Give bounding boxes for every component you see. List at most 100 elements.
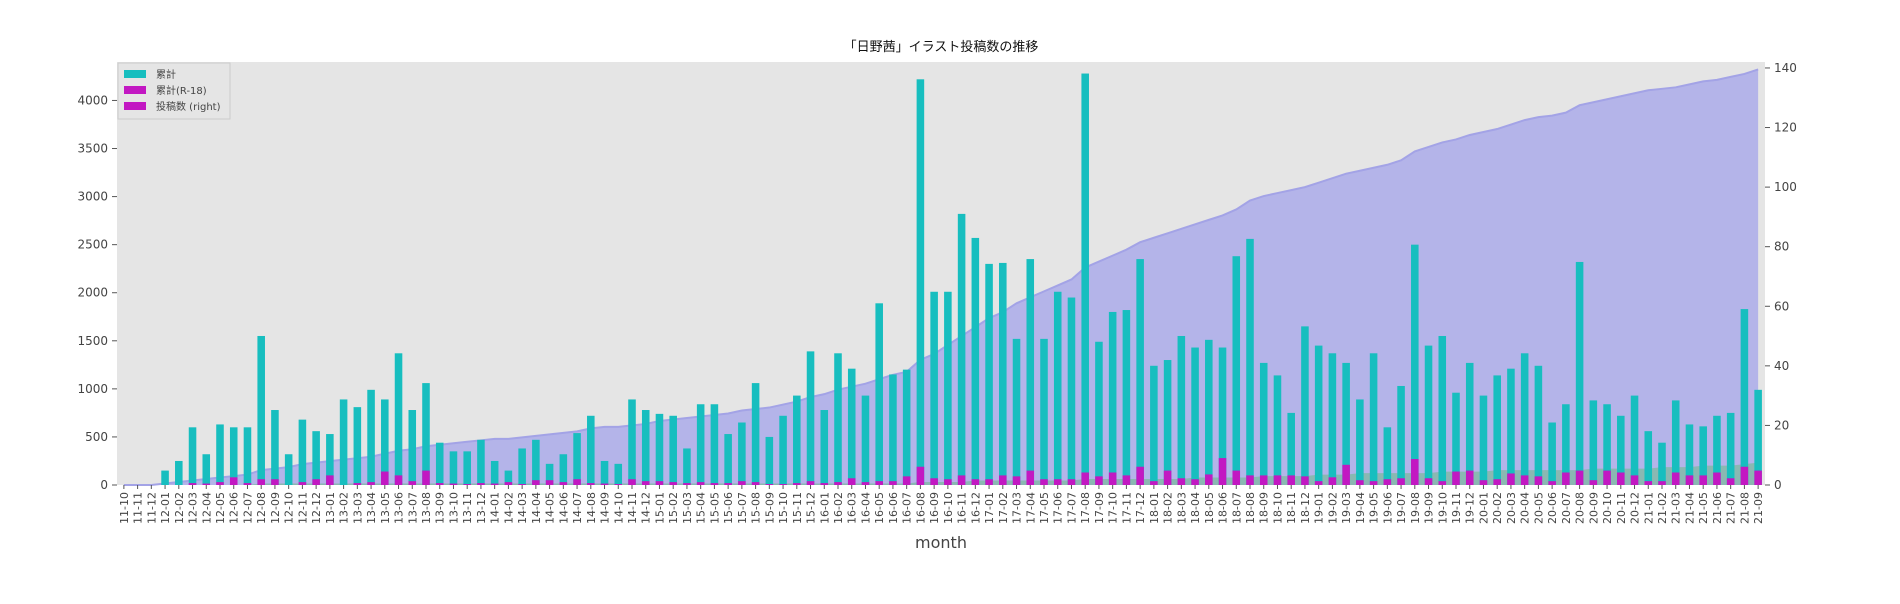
xtick-label: 17-05 — [1038, 492, 1051, 524]
xtick-label: 13-01 — [324, 492, 337, 524]
bar-total-21-04 — [1685, 424, 1694, 485]
bar-total-21-03 — [1671, 400, 1680, 485]
bar-r18-17-07 — [1067, 479, 1076, 485]
xtick-label: 19-09 — [1423, 492, 1436, 524]
xtick-label: 18-09 — [1258, 492, 1271, 524]
bar-r18-21-04 — [1685, 475, 1694, 485]
bar-r18-16-09 — [930, 478, 938, 485]
bar-total-16-05 — [875, 303, 883, 485]
bar-r18-13-07 — [408, 481, 417, 485]
bar-total-21-02 — [1658, 442, 1666, 485]
legend-label-posts: 投稿数 (right) — [156, 100, 221, 113]
bar-total-14-02 — [504, 470, 513, 485]
bar-total-20-09 — [1589, 400, 1598, 485]
xtick-label: 20-10 — [1601, 492, 1614, 524]
xtick-label: 19-02 — [1326, 492, 1339, 524]
bar-r18-13-10 — [449, 483, 458, 485]
bar-r18-14-04 — [532, 480, 540, 485]
xtick-label: 19-07 — [1395, 492, 1408, 524]
bar-r18-20-08 — [1575, 470, 1584, 485]
bar-total-14-11 — [628, 399, 636, 485]
bar-r18-17-01 — [985, 479, 993, 485]
xtick-label: 16-12 — [969, 492, 982, 524]
xtick-label: 18-01 — [1148, 492, 1161, 524]
bar-total-20-08 — [1575, 261, 1584, 485]
bar-total-14-09 — [600, 460, 609, 485]
bar-total-16-10 — [944, 291, 952, 485]
bar-r18-16-08 — [916, 466, 925, 485]
xtick-label: 15-02 — [667, 492, 680, 524]
bar-r18-19-09 — [1424, 478, 1433, 485]
bar-total-16-09 — [930, 291, 938, 485]
bar-total-21-07 — [1726, 412, 1735, 485]
xtick-label: 11-10 — [118, 492, 131, 524]
bar-r18-14-07 — [573, 479, 581, 485]
bar-r18-15-01 — [655, 481, 664, 485]
bar-total-16-07 — [902, 369, 911, 485]
bar-total-20-01 — [1479, 395, 1488, 485]
bar-r18-12-05 — [216, 482, 224, 485]
xtick-label: 21-05 — [1697, 492, 1710, 524]
xtick-label: 12-06 — [228, 492, 241, 524]
bar-r18-13-12 — [477, 483, 485, 485]
bar-total-19-07 — [1397, 385, 1405, 485]
bar-r18-12-11 — [298, 482, 307, 485]
xtick-label: 20-12 — [1629, 492, 1642, 524]
xtick-label: 17-08 — [1079, 492, 1092, 524]
xtick-label: 19-06 — [1381, 492, 1394, 524]
bar-r18-12-06 — [229, 477, 238, 485]
bar-r18-14-02 — [504, 482, 513, 485]
xtick-label: 20-06 — [1546, 492, 1559, 524]
bar-total-21-08 — [1740, 309, 1749, 485]
bar-r18-18-06 — [1218, 458, 1227, 485]
x-axis-label: month — [915, 533, 967, 552]
xtick-label: 20-04 — [1519, 492, 1532, 524]
y-axis-right: 0 20 40 60 80 100 120 140 — [1765, 61, 1797, 492]
bar-r18-15-08 — [751, 482, 760, 485]
xtick-label: 13-06 — [393, 492, 406, 524]
bar-r18-20-11 — [1617, 472, 1625, 485]
bar-r18-15-11 — [793, 483, 801, 485]
bar-r18-14-12 — [641, 481, 650, 485]
xtick-label: 11-12 — [145, 492, 158, 524]
bar-total-20-04 — [1520, 353, 1529, 485]
xtick-label: 18-06 — [1217, 492, 1230, 524]
bar-r18-12-04 — [202, 483, 211, 485]
bar-total-14-06 — [559, 454, 568, 485]
xtick-label: 12-07 — [241, 492, 254, 524]
xtick-label: 16-04 — [859, 492, 872, 524]
xtick-label: 19-03 — [1340, 492, 1353, 524]
bar-total-15-06 — [724, 434, 732, 485]
xtick-label: 14-05 — [544, 492, 557, 524]
xtick-label: 14-08 — [585, 492, 598, 524]
bar-total-14-12 — [641, 410, 650, 485]
xtick-label: 17-12 — [1134, 492, 1147, 524]
bar-r18-16-11 — [957, 475, 966, 485]
bar-total-12-08 — [257, 335, 265, 485]
bar-r18-17-02 — [999, 475, 1007, 485]
bar-r18-13-06 — [394, 475, 403, 485]
bar-total-17-09 — [1095, 341, 1103, 485]
bar-total-15-10 — [779, 415, 787, 485]
ytick-left-label: 0 — [100, 478, 108, 492]
bar-total-17-10 — [1108, 311, 1117, 485]
legend-swatch-total — [124, 70, 146, 78]
bar-total-13-10 — [449, 451, 458, 485]
bar-r18-20-12 — [1630, 475, 1639, 485]
bar-r18-18-12 — [1301, 476, 1309, 485]
bar-r18-14-09 — [600, 483, 609, 485]
bar-total-13-05 — [381, 399, 389, 485]
bar-r18-18-05 — [1205, 474, 1213, 485]
bar-total-14-03 — [518, 448, 526, 485]
bar-r18-21-06 — [1713, 472, 1721, 485]
ytick-right-label: 20 — [1774, 418, 1789, 432]
xtick-label: 15-01 — [653, 492, 666, 524]
bar-r18-19-02 — [1328, 477, 1337, 485]
xtick-label: 14-01 — [489, 492, 502, 524]
bar-total-15-02 — [669, 415, 677, 485]
xtick-label: 15-04 — [695, 492, 708, 524]
xtick-label: 12-08 — [255, 492, 268, 524]
y-axis-left: 0 500 1000 1500 2000 2500 3000 3500 4000 — [77, 93, 117, 492]
bar-r18-16-03 — [847, 478, 856, 485]
bar-total-16-02 — [834, 353, 842, 485]
